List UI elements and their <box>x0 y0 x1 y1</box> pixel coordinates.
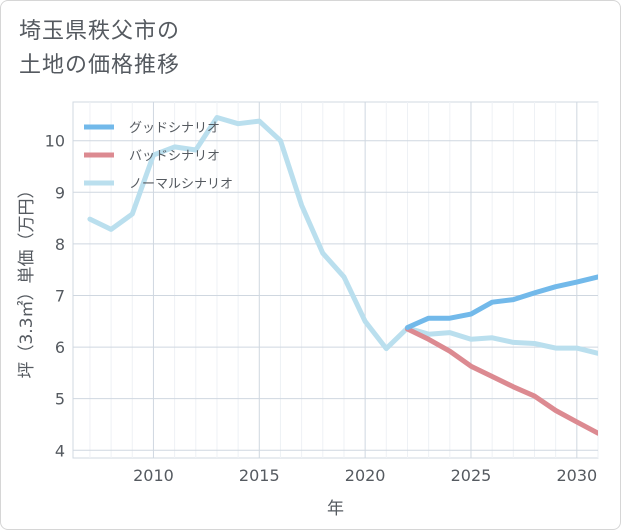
y-tick-label: 5 <box>55 390 65 409</box>
chart-title: 埼玉県秩父市の 土地の価格推移 <box>19 15 180 83</box>
legend-label: グッドシナリオ <box>129 121 220 136</box>
y-tick-label: 4 <box>55 441 65 460</box>
y-tick-label: 9 <box>55 183 65 202</box>
y-tick-label: 10 <box>45 132 65 151</box>
legend-label: ノーマルシナリオ <box>129 177 233 192</box>
series-line-2 <box>405 326 598 436</box>
x-tick-label: 2015 <box>239 466 280 485</box>
title-line-2: 土地の価格推移 <box>19 53 181 78</box>
x-axis-title: 年 <box>327 499 344 519</box>
y-tick-label: 6 <box>55 338 65 357</box>
y-tick-label: 7 <box>55 286 65 305</box>
title-line-1: 埼玉県秩父市の <box>19 19 181 44</box>
x-tick-label: 2020 <box>345 466 386 485</box>
x-tick-label: 2025 <box>451 466 492 485</box>
x-tick-label: 2010 <box>133 466 174 485</box>
y-tick-label: 8 <box>55 235 65 254</box>
series-line-1 <box>405 274 598 330</box>
y-axis-title: 坪（3.3㎡）単価（万円） <box>17 181 37 378</box>
x-tick-label: 2030 <box>556 466 597 485</box>
legend-label: バッドシナリオ <box>129 149 220 164</box>
series-line-3 <box>87 115 598 356</box>
